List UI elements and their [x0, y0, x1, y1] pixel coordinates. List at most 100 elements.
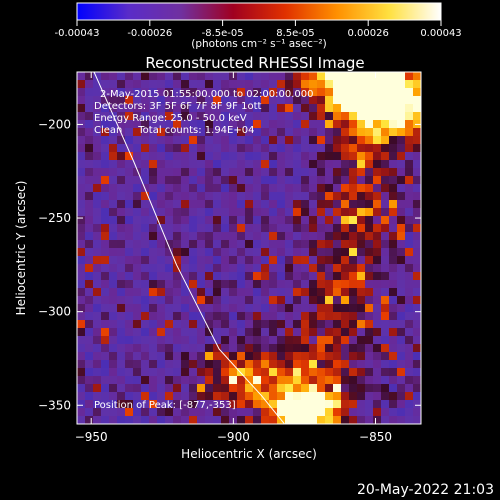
heatmap-cell [173, 120, 181, 128]
heatmap-cell [77, 392, 85, 400]
heatmap-cell [149, 136, 157, 144]
heatmap-cell [381, 168, 389, 176]
heatmap-cell [277, 256, 285, 264]
heatmap-cell [373, 296, 381, 304]
heatmap-cell [405, 336, 413, 344]
heatmap-cell [245, 152, 253, 160]
heatmap-cell [405, 344, 413, 352]
heatmap-cell [205, 336, 213, 344]
heatmap-cell [117, 368, 125, 376]
heatmap-cell [189, 400, 197, 408]
heatmap-cell [381, 72, 389, 80]
heatmap-cell [397, 144, 405, 152]
heatmap-cell [165, 72, 173, 80]
heatmap-cell [85, 368, 93, 376]
heatmap-cell [413, 216, 421, 224]
heatmap-cell [365, 232, 373, 240]
heatmap-cell [205, 232, 213, 240]
heatmap-cell [285, 272, 293, 280]
heatmap-cell [125, 104, 133, 112]
heatmap-cell [109, 120, 117, 128]
heatmap-cell [197, 272, 205, 280]
heatmap-cell [261, 368, 269, 376]
heatmap-cell [85, 400, 93, 408]
heatmap-cell [253, 200, 261, 208]
heatmap-cell [133, 224, 141, 232]
heatmap-cell [413, 240, 421, 248]
heatmap-cell [285, 176, 293, 184]
heatmap-cell [237, 96, 245, 104]
heatmap-cell [237, 376, 245, 384]
heatmap-cell [341, 232, 349, 240]
heatmap-cell [293, 224, 301, 232]
heatmap-cell [85, 200, 93, 208]
heatmap-cell [133, 360, 141, 368]
heatmap-cell [317, 104, 325, 112]
heatmap-cell [77, 136, 85, 144]
heatmap-cell [381, 88, 389, 96]
heatmap-cell [381, 352, 389, 360]
heatmap-cell [141, 232, 149, 240]
heatmap-cell [165, 320, 173, 328]
heatmap-cell [93, 416, 101, 424]
heatmap-cell [413, 192, 421, 200]
heatmap-cell [269, 216, 277, 224]
heatmap-cell [173, 216, 181, 224]
heatmap-cell [141, 304, 149, 312]
heatmap-cell [149, 160, 157, 168]
heatmap-cell [221, 320, 229, 328]
heatmap-cell [357, 408, 365, 416]
heatmap-cell [189, 280, 197, 288]
heatmap-cell [309, 224, 317, 232]
heatmap-cell [301, 272, 309, 280]
heatmap-cell [181, 176, 189, 184]
heatmap-cell [333, 408, 341, 416]
heatmap-cell [397, 408, 405, 416]
heatmap-cell [213, 288, 221, 296]
y-tick-label: −250 [38, 211, 71, 225]
heatmap-cell [301, 336, 309, 344]
heatmap-cell [389, 128, 397, 136]
heatmap-cell [293, 80, 301, 88]
heatmap-cell [317, 128, 325, 136]
heatmap-cell [293, 104, 301, 112]
heatmap-cell [381, 160, 389, 168]
heatmap-cell [93, 352, 101, 360]
heatmap-cell [301, 208, 309, 216]
heatmap-cell [253, 80, 261, 88]
heatmap-cell [221, 288, 229, 296]
heatmap-cell [125, 336, 133, 344]
heatmap-cell [237, 392, 245, 400]
heatmap-cell [213, 264, 221, 272]
heatmap-cell [213, 272, 221, 280]
heatmap-cell [125, 296, 133, 304]
heatmap-cell [365, 224, 373, 232]
heatmap-cell [317, 224, 325, 232]
heatmap-cell [93, 168, 101, 176]
heatmap-cell [269, 144, 277, 152]
heatmap-cell [205, 216, 213, 224]
heatmap-cell [365, 264, 373, 272]
heatmap-cell [109, 264, 117, 272]
heatmap-cell [205, 368, 213, 376]
heatmap-cell [325, 136, 333, 144]
heatmap-cell [373, 192, 381, 200]
heatmap-cell [189, 256, 197, 264]
heatmap-cell [301, 400, 309, 408]
heatmap-cell [397, 88, 405, 96]
heatmap-cell [197, 392, 205, 400]
heatmap-cell [357, 184, 365, 192]
heatmap-cell [221, 232, 229, 240]
heatmap-cell [109, 96, 117, 104]
heatmap-cell [277, 232, 285, 240]
heatmap-cell [173, 400, 181, 408]
heatmap-cell [189, 240, 197, 248]
heatmap-cell [133, 80, 141, 88]
heatmap-cell [237, 320, 245, 328]
heatmap-cell [413, 296, 421, 304]
heatmap-cell [373, 280, 381, 288]
heatmap-cell [189, 328, 197, 336]
heatmap-cell [333, 216, 341, 224]
heatmap-cell [93, 360, 101, 368]
heatmap-cell [261, 208, 269, 216]
